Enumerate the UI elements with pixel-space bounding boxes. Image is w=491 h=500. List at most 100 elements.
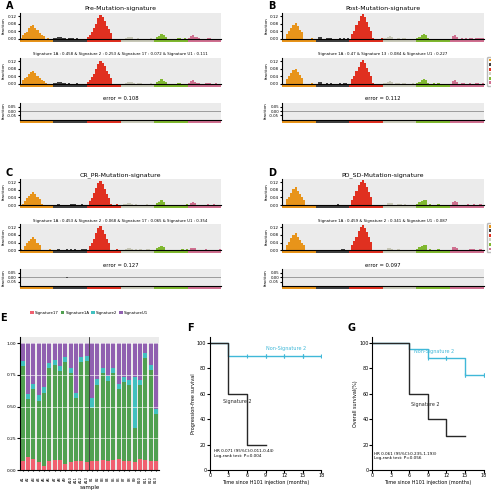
- Bar: [343, 250, 345, 253]
- Bar: [129, 37, 131, 39]
- Bar: [129, 203, 131, 205]
- Bar: [318, 39, 320, 42]
- Bar: [354, 286, 355, 289]
- Bar: [20, 250, 22, 253]
- Bar: [452, 205, 454, 208]
- Bar: [448, 84, 450, 87]
- Bar: [408, 286, 410, 289]
- Bar: [385, 120, 387, 123]
- Bar: [211, 39, 213, 42]
- Bar: [400, 39, 402, 42]
- Bar: [133, 84, 135, 87]
- Bar: [322, 286, 324, 289]
- Bar: [131, 286, 133, 289]
- Bar: [131, 250, 133, 253]
- Bar: [55, 286, 57, 289]
- Bar: [125, 286, 127, 289]
- Bar: [26, 78, 28, 84]
- Bar: [26, 205, 28, 208]
- Bar: [90, 398, 94, 408]
- Bar: [24, 120, 26, 123]
- Text: G: G: [348, 324, 355, 334]
- Bar: [364, 84, 366, 87]
- Bar: [36, 84, 39, 87]
- Bar: [288, 205, 290, 208]
- Bar: [456, 82, 459, 84]
- Bar: [100, 286, 102, 289]
- Bar: [188, 205, 190, 208]
- Bar: [106, 239, 108, 250]
- Bar: [194, 36, 196, 39]
- Bar: [149, 343, 153, 364]
- Bar: [320, 84, 322, 87]
- Bar: [154, 286, 156, 289]
- Bar: [34, 28, 36, 39]
- Bar: [144, 250, 146, 253]
- Bar: [431, 39, 433, 42]
- Bar: [318, 286, 320, 289]
- Bar: [368, 237, 370, 250]
- Bar: [454, 39, 456, 42]
- Bar: [351, 200, 354, 205]
- Bar: [469, 250, 471, 253]
- Bar: [188, 286, 190, 289]
- Bar: [295, 187, 297, 205]
- Bar: [164, 84, 167, 87]
- Bar: [129, 39, 131, 42]
- Bar: [89, 201, 91, 205]
- Bar: [49, 286, 51, 289]
- Bar: [313, 120, 316, 123]
- Bar: [173, 205, 175, 208]
- Bar: [368, 205, 370, 208]
- Bar: [418, 250, 421, 253]
- Bar: [106, 461, 110, 470]
- Bar: [81, 84, 82, 87]
- Bar: [21, 361, 25, 366]
- Bar: [355, 71, 357, 84]
- Bar: [284, 250, 286, 253]
- Bar: [416, 250, 418, 253]
- Bar: [202, 120, 205, 123]
- Bar: [437, 250, 439, 253]
- Bar: [148, 120, 150, 123]
- Bar: [106, 205, 108, 208]
- Bar: [95, 39, 97, 42]
- Bar: [469, 83, 471, 84]
- Bar: [72, 120, 74, 123]
- Bar: [425, 120, 427, 123]
- Bar: [179, 39, 182, 42]
- Bar: [433, 286, 436, 289]
- Bar: [311, 120, 313, 123]
- Bar: [207, 286, 209, 289]
- Bar: [154, 343, 158, 409]
- Bar: [418, 36, 421, 39]
- Bar: [213, 39, 215, 42]
- Bar: [213, 205, 215, 208]
- Bar: [171, 205, 173, 208]
- Bar: [456, 202, 459, 205]
- Bar: [111, 460, 115, 470]
- Bar: [423, 250, 425, 253]
- Bar: [89, 286, 91, 289]
- Bar: [374, 286, 377, 289]
- Bar: [406, 286, 408, 289]
- Bar: [370, 76, 372, 84]
- Bar: [336, 39, 339, 42]
- Bar: [93, 84, 95, 87]
- Bar: [28, 84, 30, 87]
- Bar: [31, 384, 35, 388]
- Bar: [343, 204, 345, 205]
- Legend: C>A, C>G, C>T, T>A, T>C, T>G: C>A, C>G, C>T, T>A, T>C, T>G: [488, 224, 491, 252]
- Bar: [125, 120, 127, 123]
- Bar: [39, 250, 41, 253]
- Bar: [441, 205, 444, 208]
- Bar: [477, 286, 479, 289]
- Bar: [70, 205, 72, 208]
- Bar: [22, 205, 24, 208]
- Bar: [328, 120, 330, 123]
- Bar: [400, 286, 402, 289]
- Bar: [389, 81, 391, 84]
- Bar: [93, 28, 95, 39]
- Bar: [295, 232, 297, 250]
- Bar: [102, 286, 104, 289]
